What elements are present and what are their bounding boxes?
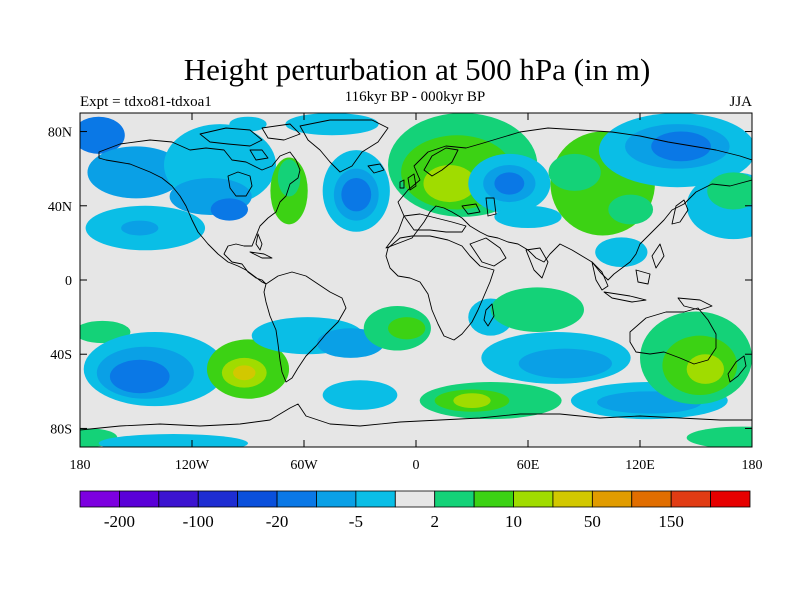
colorbar-label: -5	[349, 512, 363, 531]
colorbar-label: -20	[266, 512, 289, 531]
contour-region	[233, 365, 256, 381]
contour-region	[494, 172, 525, 195]
coast-japan	[671, 199, 689, 225]
latitude-ticks: 80N 40N 0 40S 80S	[48, 126, 752, 437]
lon-tick-label: 120E	[625, 458, 655, 473]
colorbar-label: 50	[584, 512, 601, 531]
contour-region	[121, 220, 159, 236]
coast-arabia-india	[469, 237, 549, 279]
lat-tick-label: 40S	[50, 348, 72, 363]
contour-region	[229, 116, 267, 132]
contour-region	[109, 359, 170, 394]
colorbar-swatch	[119, 490, 160, 508]
colorbar-swatch	[513, 490, 554, 508]
colorbar-swatch	[158, 490, 199, 508]
colorbar-swatch	[473, 490, 514, 508]
contour-region	[548, 153, 601, 191]
experiment-label: Expt = tdxo81-tdxoa1	[80, 94, 212, 110]
colorbar-swatch	[394, 490, 436, 508]
coast-scandinavia	[423, 147, 459, 177]
colorbar: -200 -100 -20 -5 2 10 50 150	[79, 490, 751, 531]
colorbar-swatch	[276, 490, 317, 508]
contour-region	[285, 113, 379, 136]
coast-british-isles	[399, 173, 417, 191]
colorbar-swatch	[710, 490, 751, 508]
contour-region	[98, 434, 248, 447]
season-label: JJA	[729, 94, 752, 110]
lat-tick-label: 80N	[48, 126, 72, 141]
contour-region	[707, 172, 752, 210]
coast-south-america	[263, 271, 347, 383]
contour-region	[341, 177, 372, 212]
colorbar-swatch	[631, 490, 672, 508]
coast-mediterranean	[403, 213, 467, 233]
coast-arctic-islands	[199, 123, 301, 161]
contour-region	[388, 317, 426, 340]
contour-region	[518, 348, 612, 379]
contour-region	[322, 380, 398, 410]
colorbar-swatch	[79, 490, 120, 508]
colorbar-swatch	[316, 490, 357, 508]
coast-iceland	[367, 163, 385, 174]
lon-tick-label: 0	[413, 458, 420, 473]
coast-madagascar	[483, 303, 495, 327]
contour-region	[453, 393, 491, 409]
longitude-ticks: 180 120W 60W 0 60E 120E 180	[70, 113, 763, 473]
coast-greenland	[299, 119, 389, 173]
colorbar-swatch	[552, 490, 593, 508]
contour-fill-layer	[80, 113, 752, 447]
coast-southeast-asia	[591, 243, 665, 303]
plot-subtitle: 116kyr BP - 000kyr BP	[344, 89, 486, 105]
contour-region	[490, 287, 584, 332]
contour-region	[686, 354, 724, 384]
contour-region	[80, 116, 125, 154]
contour-region	[210, 198, 248, 221]
coast-antarctica	[80, 403, 752, 431]
coast-africa	[385, 235, 495, 341]
coast-black-caspian	[461, 197, 497, 217]
colorbar-label: 10	[505, 512, 522, 531]
lon-tick-label: 60W	[290, 458, 318, 473]
lon-tick-label: 180	[70, 458, 91, 473]
plot-title: Height perturbation at 500 hPa (in m)	[183, 52, 651, 87]
colorbar-label: 150	[658, 512, 684, 531]
coast-north-america	[98, 139, 301, 285]
lat-tick-label: 0	[65, 274, 72, 289]
coast-new-zealand	[727, 355, 747, 383]
colorbar-swatch	[591, 490, 633, 508]
contour-region	[423, 164, 476, 203]
contour-region	[608, 194, 654, 225]
lon-tick-label: 60E	[517, 458, 540, 473]
coast-cuba	[249, 251, 273, 259]
coastline-layer	[80, 119, 752, 431]
colorbar-swatch	[670, 490, 711, 508]
lat-tick-label: 40N	[48, 200, 72, 215]
lat-tick-label: 80S	[50, 422, 72, 437]
coast-new-guinea	[677, 297, 713, 311]
lon-tick-label: 180	[742, 458, 763, 473]
colorbar-swatch	[434, 490, 475, 508]
colorbar-swatch	[355, 490, 396, 508]
contour-region	[277, 159, 301, 197]
contour-region	[494, 205, 562, 229]
coast-australia	[629, 307, 717, 365]
coast-florida	[255, 233, 263, 251]
contour-region	[651, 131, 711, 162]
contour-region	[686, 426, 752, 447]
colorbar-label: -200	[104, 512, 135, 531]
colorbar-swatch	[237, 490, 278, 508]
coast-hudson-bay	[227, 171, 253, 197]
colorbar-swatch	[197, 490, 239, 508]
colorbar-label: 2	[430, 512, 439, 531]
lon-tick-label: 120W	[175, 458, 210, 473]
colorbar-label: -100	[183, 512, 214, 531]
coast-eurasia	[385, 127, 752, 281]
contour-region	[595, 237, 648, 268]
map-panel	[80, 113, 752, 447]
contour-region	[87, 146, 185, 199]
